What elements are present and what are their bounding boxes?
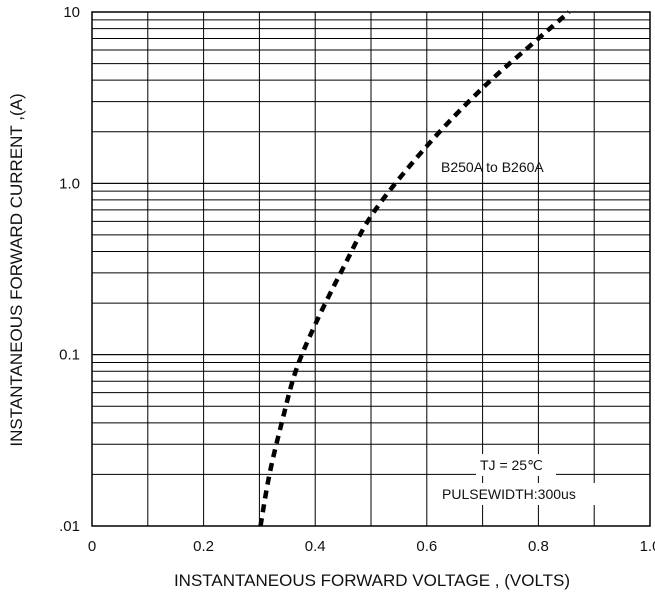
plot-frame: [91, 11, 651, 527]
series-line: [258, 10, 571, 527]
tick-labels: 0 0.2 0.4 0.6 0.8 1.0 .01 0.1 1.0 10: [59, 4, 655, 555]
x-tick-label: 0: [88, 538, 96, 555]
x-tick-label: 0.8: [528, 538, 549, 555]
y-tick-label: 10: [63, 4, 80, 21]
x-tick-label: 0.4: [305, 538, 326, 555]
y-tick-label: .01: [59, 518, 80, 535]
y-tick-label: 1.0: [59, 175, 80, 192]
pulse-width-label: PULSEWIDTH:300us: [442, 486, 576, 502]
x-tick-label: 0.6: [416, 538, 437, 555]
series-label: B250A to B260A: [441, 159, 544, 175]
y-tick-label: 0.1: [59, 347, 80, 364]
curve: [258, 10, 571, 527]
x-axis-title: INSTANTANEOUS FORWARD VOLTAGE , (VOLTS): [174, 571, 570, 590]
x-tick-label: 1.0: [640, 538, 655, 555]
tj-label-bg: [476, 454, 556, 476]
y-axis-title: INSTANTANEOUS FORWARD CURRENT ,(A): [7, 93, 26, 446]
x-tick-label: 0.2: [193, 538, 214, 555]
pulse-label-bg: [438, 483, 598, 505]
grid: [91, 11, 651, 527]
junction-temperature-label: TJ = 25℃: [480, 457, 543, 473]
